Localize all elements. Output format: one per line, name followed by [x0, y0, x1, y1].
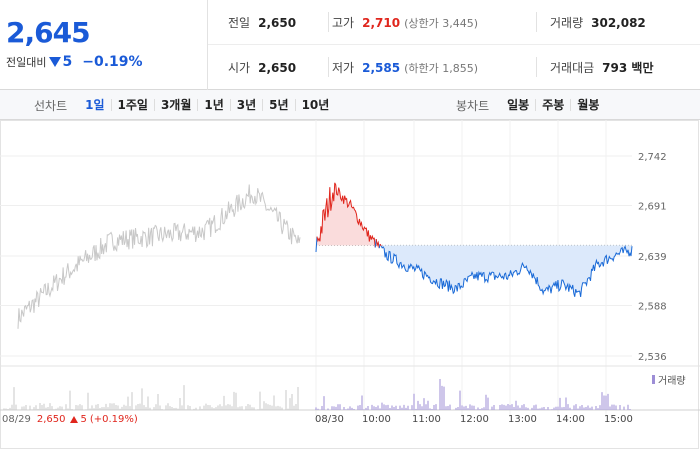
line-chart-title: 선차트	[34, 98, 68, 113]
line-chart-tabs: 선차트 1일 1주일 3개월 1년 3년 5년 10년	[34, 90, 335, 120]
prev-day-line	[17, 184, 301, 329]
lower-limit: (하한가 1,855)	[404, 61, 478, 75]
tab-3m[interactable]: 3개월	[153, 99, 197, 111]
divider	[328, 12, 329, 32]
stat-label: 거래대금	[550, 61, 595, 75]
change-label: 전일대비	[6, 56, 47, 69]
prev-change: 5	[80, 414, 87, 425]
prev-date: 08/29	[2, 414, 31, 425]
y-tick-label: 2,691	[638, 202, 667, 213]
stat-value: 2,650	[258, 60, 297, 75]
stat-value: 2,710	[362, 15, 401, 30]
tab-10y[interactable]: 10년	[294, 99, 336, 111]
divider	[536, 57, 537, 77]
tab-1y[interactable]: 1년	[197, 99, 229, 111]
change-value: 5	[62, 54, 73, 70]
candle-chart-title: 봉차트	[456, 98, 490, 113]
volume-swatch	[652, 375, 655, 384]
candle-chart-tabs: 봉차트 일봉 주봉 월봉	[456, 90, 605, 120]
chart-tabs-bar: 선차트 1일 1주일 3개월 1년 3년 5년 10년 봉차트 일봉 주봉 월봉	[0, 90, 700, 120]
stat-high: 고가 2,710 (상한가 3,445)	[332, 0, 478, 45]
stat-label: 저가	[332, 61, 355, 75]
stat-prev-close: 전일 2,650	[228, 0, 296, 45]
quote-header: 2,645 전일대비 5 −0.19% 전일 2,650 고가 2,710 (상…	[0, 0, 700, 90]
change-row: 전일대비 5 −0.19%	[6, 54, 143, 70]
volume-legend: 거래량	[652, 372, 686, 387]
stat-amount: 거래대금 793 백만	[550, 45, 653, 90]
y-tick-label: 2,536	[638, 352, 667, 363]
y-tick-label: 2,742	[638, 152, 667, 163]
stat-value: 793 백만	[602, 61, 654, 75]
falling-segment	[380, 245, 633, 298]
stat-value: 2,650	[258, 15, 297, 30]
tab-3y[interactable]: 3년	[229, 99, 262, 111]
x-tick-label: 10:00	[362, 414, 391, 425]
volume-legend-label: 거래량	[658, 376, 686, 387]
falling-segment	[315, 236, 318, 253]
x-tick-label: 14:00	[556, 414, 585, 425]
tab-weekly[interactable]: 주봉	[535, 99, 570, 111]
stat-volume: 거래량 302,082	[550, 0, 646, 45]
prev-percent: (+0.19%)	[89, 414, 138, 425]
x-tick-label: 08/30	[315, 414, 344, 425]
stat-value: 302,082	[591, 15, 646, 30]
upper-limit: (상한가 3,445)	[404, 16, 478, 30]
rising-segment	[316, 182, 376, 248]
stat-value: 2,585	[362, 60, 401, 75]
x-tick-label: 11:00	[412, 414, 441, 425]
tab-monthly[interactable]: 월봉	[570, 99, 605, 111]
divider	[328, 57, 329, 77]
change-percent: −0.19%	[82, 54, 143, 70]
x-tick-label: 15:00	[604, 414, 633, 425]
stat-label: 시가	[228, 61, 251, 75]
stat-label: 전일	[228, 16, 251, 30]
prev-price: 2,650	[36, 414, 66, 425]
tab-daily[interactable]: 일봉	[507, 98, 530, 112]
down-arrow-icon	[49, 57, 62, 67]
tab-1w[interactable]: 1주일	[110, 99, 154, 111]
above-reference-fill	[316, 182, 632, 246]
stat-low: 저가 2,585 (하한가 1,855)	[332, 45, 478, 90]
stat-open: 시가 2,650	[228, 45, 296, 90]
y-tick-label: 2,639	[638, 252, 667, 263]
price-box: 2,645 전일대비 5 −0.19%	[0, 0, 208, 90]
y-tick-label: 2,588	[638, 302, 667, 313]
stats-table: 전일 2,650 고가 2,710 (상한가 3,445) 거래량 302,08…	[208, 0, 700, 90]
below-reference-fill	[316, 245, 632, 297]
current-price: 2,645	[6, 16, 91, 49]
stats-row: 시가 2,650 저가 2,585 (하한가 1,855) 거래대금 793 백…	[208, 45, 700, 90]
x-tick-label: 12:00	[460, 414, 489, 425]
x-tick-label: 13:00	[508, 414, 537, 425]
chart-frame	[0, 120, 699, 449]
tab-1d[interactable]: 1일	[85, 98, 105, 112]
tab-5y[interactable]: 5년	[262, 99, 294, 111]
stat-label: 고가	[332, 16, 355, 30]
rising-segment	[379, 243, 382, 247]
price-chart[interactable]: 2,742 2,691 2,639 2,588 2,536	[0, 120, 700, 450]
rising-segment	[375, 239, 380, 249]
stat-label: 거래량	[550, 16, 584, 30]
stats-row: 전일 2,650 고가 2,710 (상한가 3,445) 거래량 302,08…	[208, 0, 700, 45]
prev-day-summary: 08/29 2,650 5 (+0.19%)	[0, 414, 138, 425]
divider	[536, 12, 537, 32]
up-arrow-icon	[70, 416, 79, 423]
